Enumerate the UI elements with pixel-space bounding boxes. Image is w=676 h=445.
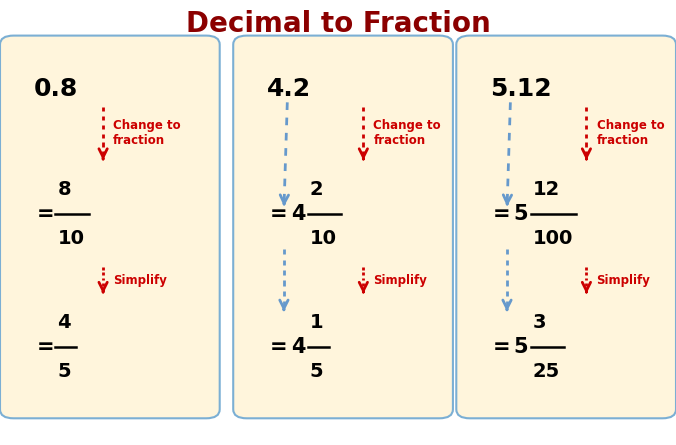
Text: =: = [493, 337, 510, 357]
Text: 10: 10 [57, 229, 84, 247]
Text: 2: 2 [310, 180, 323, 198]
Text: 4: 4 [57, 313, 71, 332]
Text: =: = [270, 204, 287, 223]
Text: =: = [493, 204, 510, 223]
Text: 4: 4 [291, 204, 305, 223]
Text: =: = [270, 337, 287, 357]
Text: Change to
fraction: Change to fraction [596, 120, 665, 147]
Text: 25: 25 [533, 362, 560, 381]
Text: 5: 5 [514, 204, 529, 223]
Text: Simplify: Simplify [113, 274, 167, 287]
Text: 1: 1 [310, 313, 323, 332]
Text: 8: 8 [57, 180, 71, 198]
Text: 5: 5 [310, 362, 323, 381]
Text: Change to
fraction: Change to fraction [373, 120, 441, 147]
Text: 5.12: 5.12 [490, 77, 552, 101]
Text: Change to
fraction: Change to fraction [113, 120, 181, 147]
Text: Simplify: Simplify [373, 274, 427, 287]
FancyBboxPatch shape [233, 36, 453, 418]
Text: 100: 100 [533, 229, 573, 247]
Text: 3: 3 [533, 313, 546, 332]
FancyBboxPatch shape [456, 36, 676, 418]
Text: 10: 10 [310, 229, 337, 247]
Text: 0.8: 0.8 [34, 77, 78, 101]
Text: Decimal to Fraction: Decimal to Fraction [186, 11, 490, 38]
Text: 4.2: 4.2 [267, 77, 311, 101]
Text: =: = [37, 204, 54, 223]
Text: 4: 4 [291, 337, 305, 357]
Text: 5: 5 [514, 337, 529, 357]
Text: Simplify: Simplify [596, 274, 650, 287]
FancyBboxPatch shape [0, 36, 220, 418]
Text: 5: 5 [57, 362, 71, 381]
Text: =: = [37, 337, 54, 357]
Text: 12: 12 [533, 180, 560, 198]
